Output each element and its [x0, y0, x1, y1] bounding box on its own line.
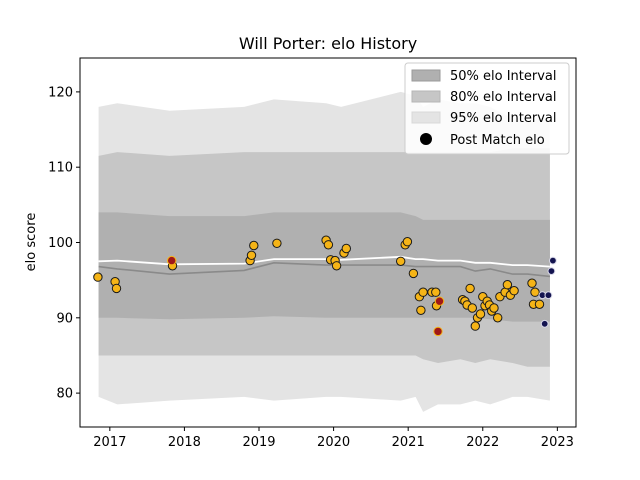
post-match-point-51 — [534, 299, 545, 309]
mean-line — [98, 255, 550, 268]
post-match-point-35 — [475, 309, 486, 319]
post-match-points — [93, 235, 557, 337]
legend-swatch-50 — [411, 69, 441, 82]
x-tick-label-2023: 2023 — [541, 435, 574, 450]
post-match-point-10 — [323, 240, 334, 250]
post-match-point-31 — [465, 283, 475, 294]
post-match-point-15 — [341, 243, 351, 254]
legend-box — [404, 62, 570, 155]
legend-label-50: 50% elo Interval — [450, 69, 557, 84]
post-match-point-18 — [402, 237, 413, 247]
x-tick-label-2022: 2022 — [466, 435, 499, 450]
y-tick-label-110: 110 — [48, 161, 73, 176]
y-tick-label-100: 100 — [48, 236, 73, 251]
x-tick-label-2020: 2020 — [317, 435, 350, 450]
post-match-point-8 — [272, 238, 282, 249]
post-match-point-16 — [396, 256, 406, 266]
legend-marker-post-match — [420, 133, 432, 145]
post-match-point-13 — [331, 261, 342, 271]
x-tick-label-2018: 2018 — [168, 435, 201, 450]
legend-label-95: 95% elo Interval — [450, 111, 557, 126]
latest-point-56 — [549, 256, 557, 265]
legend-swatch-80 — [411, 90, 441, 103]
post-match-point-22 — [418, 287, 428, 297]
x-axis-ticks: 2017 2018 2019 2020 2021 2022 2023 — [93, 427, 574, 450]
post-match-point-19 — [408, 268, 419, 279]
post-match-point-47 — [509, 286, 519, 296]
post-match-point-0 — [93, 272, 103, 282]
post-match-point-24 — [431, 287, 441, 297]
y-tick-label-90: 90 — [56, 311, 73, 326]
post-match-point-32 — [467, 303, 477, 313]
post-match-point-42 — [493, 313, 503, 323]
post-match-point-21 — [416, 305, 426, 315]
legend-label-post-match: Post Match elo — [450, 133, 545, 148]
latest-point-54 — [544, 291, 553, 300]
interval-bands — [98, 91, 550, 412]
chart-title: Will Porter: elo History — [239, 34, 417, 53]
legend: 50% elo Interval 80% elo Interval 95% el… — [404, 62, 570, 155]
median-line — [98, 261, 550, 278]
x-tick-label-2019: 2019 — [242, 435, 275, 450]
post-match-point-50 — [530, 287, 540, 297]
post-match-point-2 — [111, 283, 122, 294]
y-tick-label-80: 80 — [56, 387, 73, 402]
y-tick-label-120: 120 — [48, 85, 73, 100]
latest-point-53 — [540, 319, 549, 328]
x-tick-label-2021: 2021 — [392, 435, 425, 450]
highlighted-point-27 — [434, 296, 445, 306]
highlighted-point-26 — [433, 326, 443, 337]
post-match-point-33 — [470, 321, 480, 331]
highlighted-point-4 — [167, 255, 177, 266]
legend-swatch-95 — [411, 111, 441, 124]
y-axis-ticks: 80 90 100 110 120 — [48, 85, 80, 402]
y-axis-label: elo score — [24, 213, 39, 272]
post-match-point-41 — [489, 303, 499, 313]
x-tick-label-2017: 2017 — [93, 435, 126, 450]
post-match-point-7 — [249, 240, 259, 251]
post-match-point-45 — [502, 280, 513, 290]
post-match-point-48 — [527, 278, 537, 288]
legend-label-80: 80% elo Interval — [450, 90, 557, 105]
elo-lines — [98, 255, 550, 278]
post-match-point-6 — [246, 250, 257, 261]
latest-point-55 — [547, 267, 556, 276]
